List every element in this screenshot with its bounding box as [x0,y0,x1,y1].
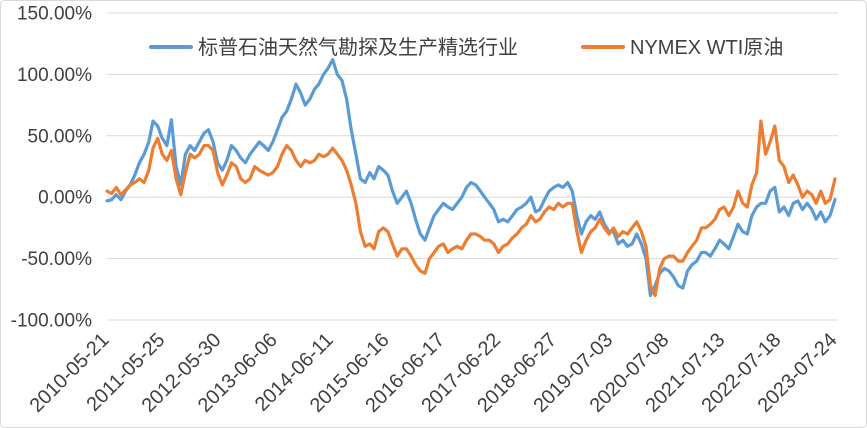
legend-label: 标普石油天然气勘探及生产精选行业 [198,36,518,59]
y-axis: 150.00% 100.00% 50.00% 0.00% -50.00% -100.00% [11,4,92,332]
legend-label: NYMEX WTI原油 [630,36,783,59]
series-line-2 [105,119,837,297]
legend-item: NYMEX WTI原油 [581,36,783,59]
gridlines [107,12,838,321]
plot-area [105,58,837,297]
y-tick-label: 50.00% [28,126,93,147]
y-tick-label: 150.00% [17,4,92,25]
y-tick-label: 100.00% [17,65,92,86]
y-tick-label: -100.00% [11,311,92,332]
series-line-1 [105,58,837,297]
y-tick-label: -50.00% [21,249,92,270]
legend-item: 标普石油天然气勘探及生产精选行业 [149,36,518,59]
y-tick-label: 0.00% [38,188,92,209]
legend: 标普石油天然气勘探及生产精选行业 NYMEX WTI原油 [149,36,783,59]
